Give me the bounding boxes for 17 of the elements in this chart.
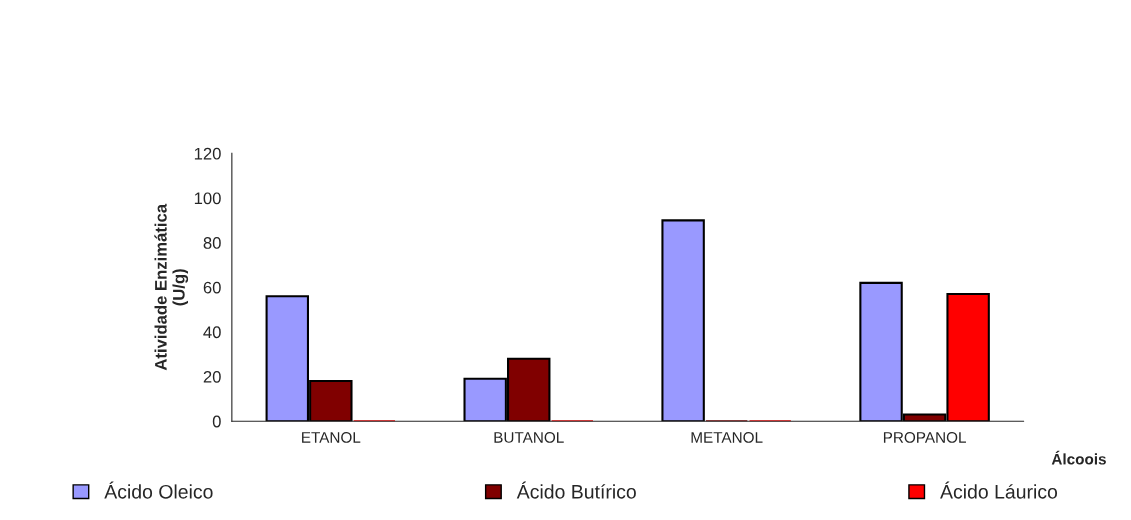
legend-label: Ácido Butírico	[516, 481, 636, 499]
x-tick-label: METANOL	[691, 432, 763, 443]
x-tick-label: PROPANOL	[883, 432, 966, 443]
y-tick-label: 100	[194, 192, 221, 205]
y-tick-label: 60	[203, 281, 221, 294]
y-tick-label: 20	[203, 370, 221, 383]
legend-label: Ácido Láurico	[940, 481, 1058, 499]
legend-label: Ácido Oleico	[104, 481, 213, 499]
y-axis-title: Atividade Enzimática (U/g)	[154, 203, 189, 371]
y-tick-label: 120	[194, 147, 221, 160]
y-tick-label: 40	[203, 326, 221, 339]
y-tick-label: 0	[212, 415, 221, 428]
x-tick-label: ETANOL	[302, 432, 361, 443]
x-tick-label: BUTANOL	[494, 432, 564, 443]
x-axis-title: Álcoois	[1051, 450, 1106, 465]
bar	[661, 219, 705, 422]
y-tick-label: 80	[203, 237, 221, 249]
